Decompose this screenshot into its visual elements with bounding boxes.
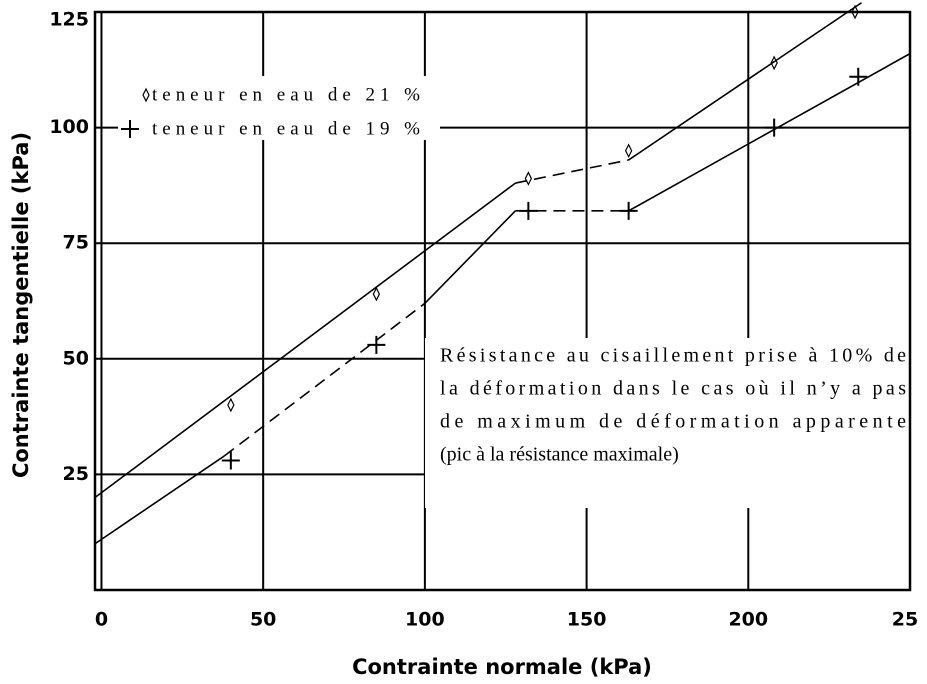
marker xyxy=(524,171,533,186)
y-tick-label: 25 xyxy=(63,463,89,485)
fit-segment xyxy=(94,455,225,545)
x-tick-label: 25 xyxy=(892,609,918,631)
fit-segment xyxy=(628,2,862,161)
annotation-line: Résistance au cisaillement prise à 10% d… xyxy=(440,345,906,367)
fit-segment xyxy=(424,210,517,304)
legend-marker xyxy=(121,120,139,138)
plot-frame xyxy=(93,10,912,592)
fit-segment xyxy=(94,182,516,499)
x-tick-label: 100 xyxy=(405,609,445,631)
marker xyxy=(619,201,638,220)
marker xyxy=(770,55,778,71)
marker xyxy=(849,67,868,86)
y-tick-label: 100 xyxy=(49,116,89,138)
x-tick-label: 200 xyxy=(728,609,768,631)
annotation-line: (pic à la résistance maximale) xyxy=(440,444,679,466)
x-axis-label: Contrainte normale (kPa) xyxy=(352,655,652,679)
marker xyxy=(624,143,633,159)
dashed-fit-segment xyxy=(515,159,629,184)
marker xyxy=(221,451,240,470)
legend-marker xyxy=(142,87,150,103)
y-axis-label: Contrainte tangentielle (kPa) xyxy=(9,132,33,478)
legend-background xyxy=(118,76,440,140)
marker xyxy=(851,4,859,20)
marker xyxy=(765,118,784,137)
marker xyxy=(519,201,538,220)
y-tick-label: 75 xyxy=(63,232,89,254)
marker xyxy=(372,286,381,302)
grid xyxy=(95,12,910,590)
marker xyxy=(367,335,386,354)
y-tick-label: 125 xyxy=(49,9,89,31)
annotation-line: la déformation dans le cas où il n’y a p… xyxy=(440,378,906,400)
dashed-fit-segment xyxy=(223,302,426,457)
x-tick-label: 150 xyxy=(567,609,607,631)
x-tick-label: 0 xyxy=(95,609,108,631)
x-tick-label: 50 xyxy=(250,609,276,631)
marker xyxy=(227,397,235,413)
fit-segment xyxy=(628,52,911,212)
y-tick-label: 50 xyxy=(63,347,89,369)
annotation-background xyxy=(425,338,909,508)
